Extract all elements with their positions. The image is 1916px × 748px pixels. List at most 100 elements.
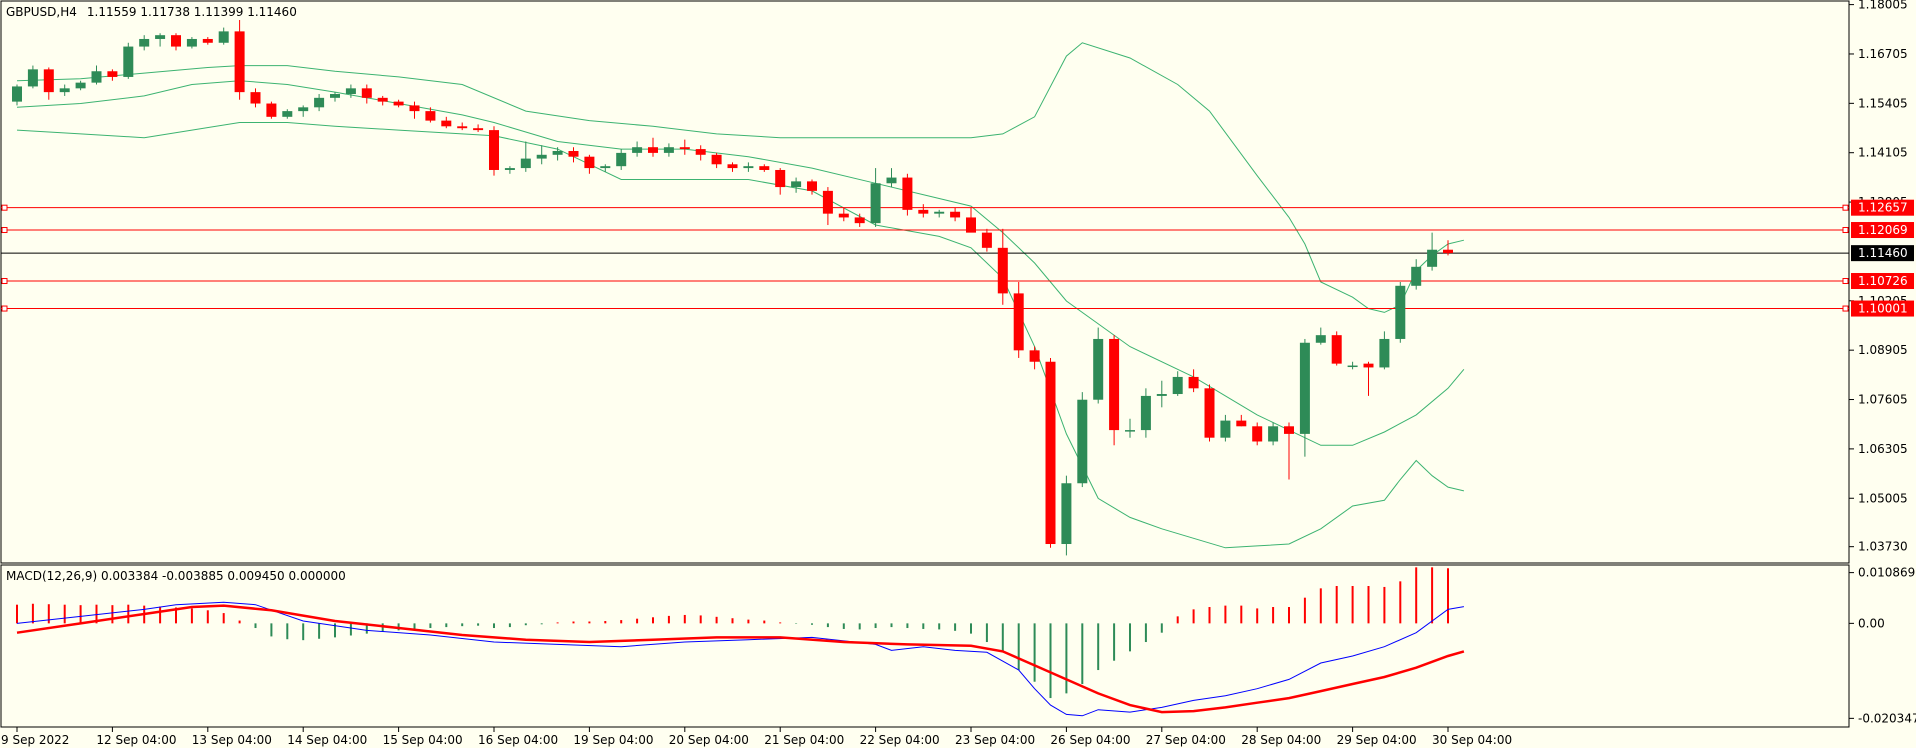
bull-candle-body xyxy=(1299,342,1310,434)
bear-candle-body xyxy=(568,150,579,157)
time-tick-label: 12 Sep 04:00 xyxy=(96,733,176,747)
bear-candle-body xyxy=(393,101,404,106)
time-tick-label: 9 Sep 2022 xyxy=(1,733,69,747)
candle xyxy=(679,139,690,155)
bear-candle-body xyxy=(1363,363,1374,368)
bear-candle-body xyxy=(822,190,833,214)
price-tick-label: 1.18005 xyxy=(1858,0,1908,12)
bollinger-upper-band xyxy=(16,42,1465,313)
candle xyxy=(1172,371,1183,396)
candle xyxy=(75,80,86,91)
macd-scale[interactable]: 0.010869 0.00 -0.020347 xyxy=(1849,566,1916,726)
candle xyxy=(1252,422,1263,446)
candles xyxy=(12,19,1453,556)
level-anchor-right[interactable] xyxy=(1842,227,1849,234)
bull-candle-body xyxy=(934,211,945,214)
bull-candle-body xyxy=(536,154,547,159)
level-anchor-left[interactable] xyxy=(1,227,8,234)
bull-candle-body xyxy=(870,183,881,224)
level-label-bg xyxy=(1851,199,1914,216)
candle xyxy=(854,213,865,227)
bull-candle-body xyxy=(91,71,102,83)
bear-candle-body xyxy=(854,217,865,224)
level-price-label: 1.10726 xyxy=(1858,274,1908,288)
bull-candle-body xyxy=(600,166,611,169)
level-anchor-right[interactable] xyxy=(1842,305,1849,312)
bear-candle-body xyxy=(584,156,595,169)
candle xyxy=(632,141,643,157)
level-anchor-right[interactable] xyxy=(1842,204,1849,211)
candle xyxy=(489,126,499,176)
bull-candle-body xyxy=(1156,394,1167,396)
time-tick-label: 30 Sep 04:00 xyxy=(1432,733,1512,747)
macd-panel[interactable]: MACD(12,26,9) 0.003384 -0.003885 0.00945… xyxy=(0,564,1850,728)
ohlc-values: 1.11559 1.11738 1.11399 1.11460 xyxy=(87,5,297,19)
bear-candle-body xyxy=(807,181,817,191)
time-tick-label: 16 Sep 04:00 xyxy=(478,733,558,747)
time-axis[interactable]: 9 Sep 2022 12 Sep 04:00 13 Sep 04:00 14 Sep… xyxy=(1,727,1512,747)
level-label-bg xyxy=(1851,222,1914,239)
bear-candle-body xyxy=(918,209,929,214)
bull-candle-body xyxy=(1172,376,1183,395)
candle xyxy=(330,92,340,102)
price-tick-label: 1.08905 xyxy=(1858,343,1908,357)
candle xyxy=(759,164,770,172)
time-tick-label: 13 Sep 04:00 xyxy=(192,733,272,747)
bear-candle-body xyxy=(457,126,468,129)
candle xyxy=(1045,357,1056,548)
bear-candle-body xyxy=(250,92,261,104)
candle xyxy=(1411,259,1422,290)
bull-candle-body xyxy=(27,69,38,87)
candle xyxy=(393,99,404,108)
bear-candle-body xyxy=(107,71,118,77)
level-anchor-right[interactable] xyxy=(1842,278,1849,285)
bull-candle-body xyxy=(504,168,515,170)
candle xyxy=(807,179,817,195)
candle xyxy=(425,107,436,123)
candle xyxy=(266,101,277,119)
bull-candle-body xyxy=(1347,365,1358,368)
time-tick-label: 15 Sep 04:00 xyxy=(383,733,463,747)
candle xyxy=(870,168,881,227)
candle xyxy=(1140,388,1151,438)
bear-candle-body xyxy=(1013,293,1024,351)
candle xyxy=(504,166,515,174)
price-panel[interactable]: GBPUSD,H4 1.11559 1.11738 1.11399 1.11460 xyxy=(0,0,1850,564)
candle xyxy=(1315,327,1326,345)
bear-candle-body xyxy=(679,147,690,150)
candle xyxy=(107,69,118,81)
current-price-label: 1.11460 xyxy=(1858,246,1908,260)
price-scale[interactable]: 1.180051.167051.154051.141051.128051.102… xyxy=(1849,0,1914,554)
candle xyxy=(1427,232,1438,271)
time-tick-label: 21 Sep 04:00 xyxy=(764,733,844,747)
bear-candle-body xyxy=(997,247,1008,294)
bear-candle-body xyxy=(171,35,181,47)
candle xyxy=(648,137,658,157)
time-tick-label: 28 Sep 04:00 xyxy=(1241,733,1321,747)
candle xyxy=(981,228,992,252)
level-anchor-left[interactable] xyxy=(1,305,8,312)
bear-candle-body xyxy=(409,105,420,112)
level-anchor-left[interactable] xyxy=(1,278,8,285)
candle xyxy=(1284,422,1294,480)
bull-candle-body xyxy=(1061,483,1072,545)
level-anchor-left[interactable] xyxy=(1,204,8,211)
candle xyxy=(298,105,309,117)
candle xyxy=(1379,331,1390,370)
bull-candle-body xyxy=(1395,285,1406,339)
bear-candle-body xyxy=(1204,388,1215,438)
candle xyxy=(1109,335,1120,446)
level-price-label: 1.12069 xyxy=(1858,223,1908,237)
candle xyxy=(663,143,674,157)
candle xyxy=(902,173,913,216)
macd-tick-label: -0.020347 xyxy=(1858,711,1916,725)
symbol-label: GBPUSD,H4 xyxy=(6,5,77,19)
macd-signal-line xyxy=(16,604,1465,714)
bull-candle-body xyxy=(123,46,134,77)
candle xyxy=(743,162,754,172)
bull-candle-body xyxy=(314,97,325,108)
macd-tick-label: 0.00 xyxy=(1858,616,1885,630)
macd-header: MACD(12,26,9) 0.003384 -0.003885 0.00945… xyxy=(6,569,346,583)
candle xyxy=(711,152,722,169)
bear-candle-body xyxy=(1443,249,1453,254)
